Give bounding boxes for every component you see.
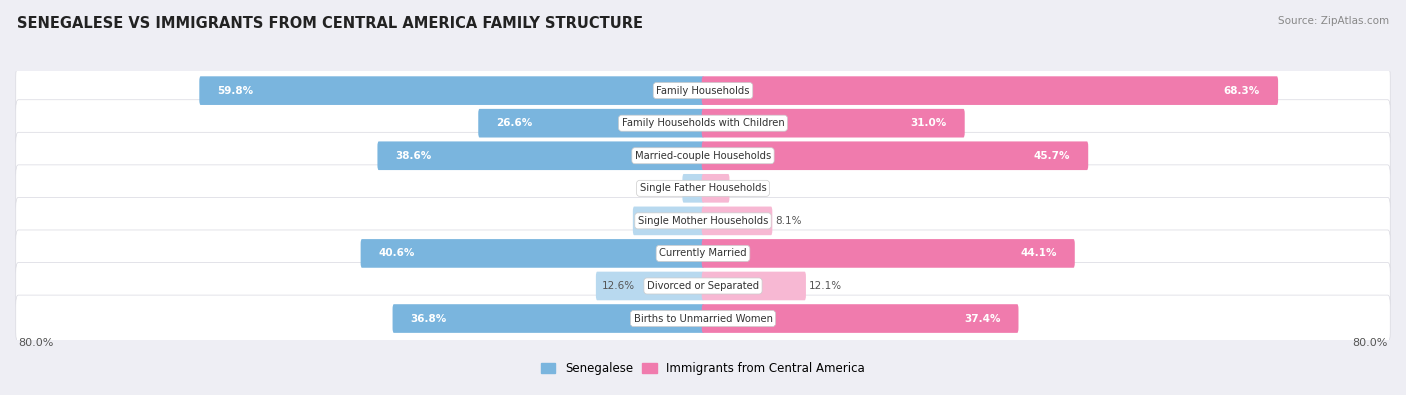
Text: 40.6%: 40.6% — [378, 248, 415, 258]
FancyBboxPatch shape — [15, 132, 1391, 179]
Text: 80.0%: 80.0% — [18, 338, 53, 348]
Text: Single Father Households: Single Father Households — [640, 183, 766, 193]
FancyBboxPatch shape — [702, 109, 965, 137]
FancyBboxPatch shape — [702, 141, 1088, 170]
Legend: Senegalese, Immigrants from Central America: Senegalese, Immigrants from Central Amer… — [537, 357, 869, 380]
FancyBboxPatch shape — [15, 295, 1391, 342]
FancyBboxPatch shape — [596, 272, 704, 300]
FancyBboxPatch shape — [392, 304, 704, 333]
Text: 59.8%: 59.8% — [218, 86, 253, 96]
Text: Single Mother Households: Single Mother Households — [638, 216, 768, 226]
Text: 3.0%: 3.0% — [733, 183, 759, 193]
FancyBboxPatch shape — [377, 141, 704, 170]
Text: 31.0%: 31.0% — [911, 118, 946, 128]
FancyBboxPatch shape — [702, 207, 772, 235]
FancyBboxPatch shape — [15, 198, 1391, 244]
Text: 12.1%: 12.1% — [808, 281, 842, 291]
Text: Married-couple Households: Married-couple Households — [636, 151, 770, 161]
FancyBboxPatch shape — [702, 304, 1018, 333]
FancyBboxPatch shape — [360, 239, 704, 268]
Text: Family Households: Family Households — [657, 86, 749, 96]
FancyBboxPatch shape — [702, 272, 806, 300]
FancyBboxPatch shape — [682, 174, 704, 203]
Text: Divorced or Separated: Divorced or Separated — [647, 281, 759, 291]
FancyBboxPatch shape — [15, 230, 1391, 277]
Text: 44.1%: 44.1% — [1021, 248, 1057, 258]
FancyBboxPatch shape — [15, 100, 1391, 147]
FancyBboxPatch shape — [702, 239, 1074, 268]
Text: Currently Married: Currently Married — [659, 248, 747, 258]
Text: 8.1%: 8.1% — [775, 216, 801, 226]
Text: Family Households with Children: Family Households with Children — [621, 118, 785, 128]
Text: 37.4%: 37.4% — [965, 314, 1001, 324]
Text: 8.2%: 8.2% — [638, 216, 665, 226]
FancyBboxPatch shape — [200, 76, 704, 105]
Text: 68.3%: 68.3% — [1223, 86, 1260, 96]
Text: 45.7%: 45.7% — [1033, 151, 1070, 161]
Text: 38.6%: 38.6% — [395, 151, 432, 161]
FancyBboxPatch shape — [633, 207, 704, 235]
Text: Source: ZipAtlas.com: Source: ZipAtlas.com — [1278, 16, 1389, 26]
FancyBboxPatch shape — [702, 76, 1278, 105]
Text: 2.3%: 2.3% — [688, 183, 714, 193]
Text: 26.6%: 26.6% — [496, 118, 533, 128]
Text: 36.8%: 36.8% — [411, 314, 447, 324]
Text: Births to Unmarried Women: Births to Unmarried Women — [634, 314, 772, 324]
Text: SENEGALESE VS IMMIGRANTS FROM CENTRAL AMERICA FAMILY STRUCTURE: SENEGALESE VS IMMIGRANTS FROM CENTRAL AM… — [17, 16, 643, 31]
FancyBboxPatch shape — [15, 165, 1391, 212]
Text: 80.0%: 80.0% — [1353, 338, 1388, 348]
FancyBboxPatch shape — [15, 67, 1391, 114]
FancyBboxPatch shape — [15, 263, 1391, 309]
FancyBboxPatch shape — [478, 109, 704, 137]
Text: 12.6%: 12.6% — [602, 281, 634, 291]
FancyBboxPatch shape — [702, 174, 730, 203]
